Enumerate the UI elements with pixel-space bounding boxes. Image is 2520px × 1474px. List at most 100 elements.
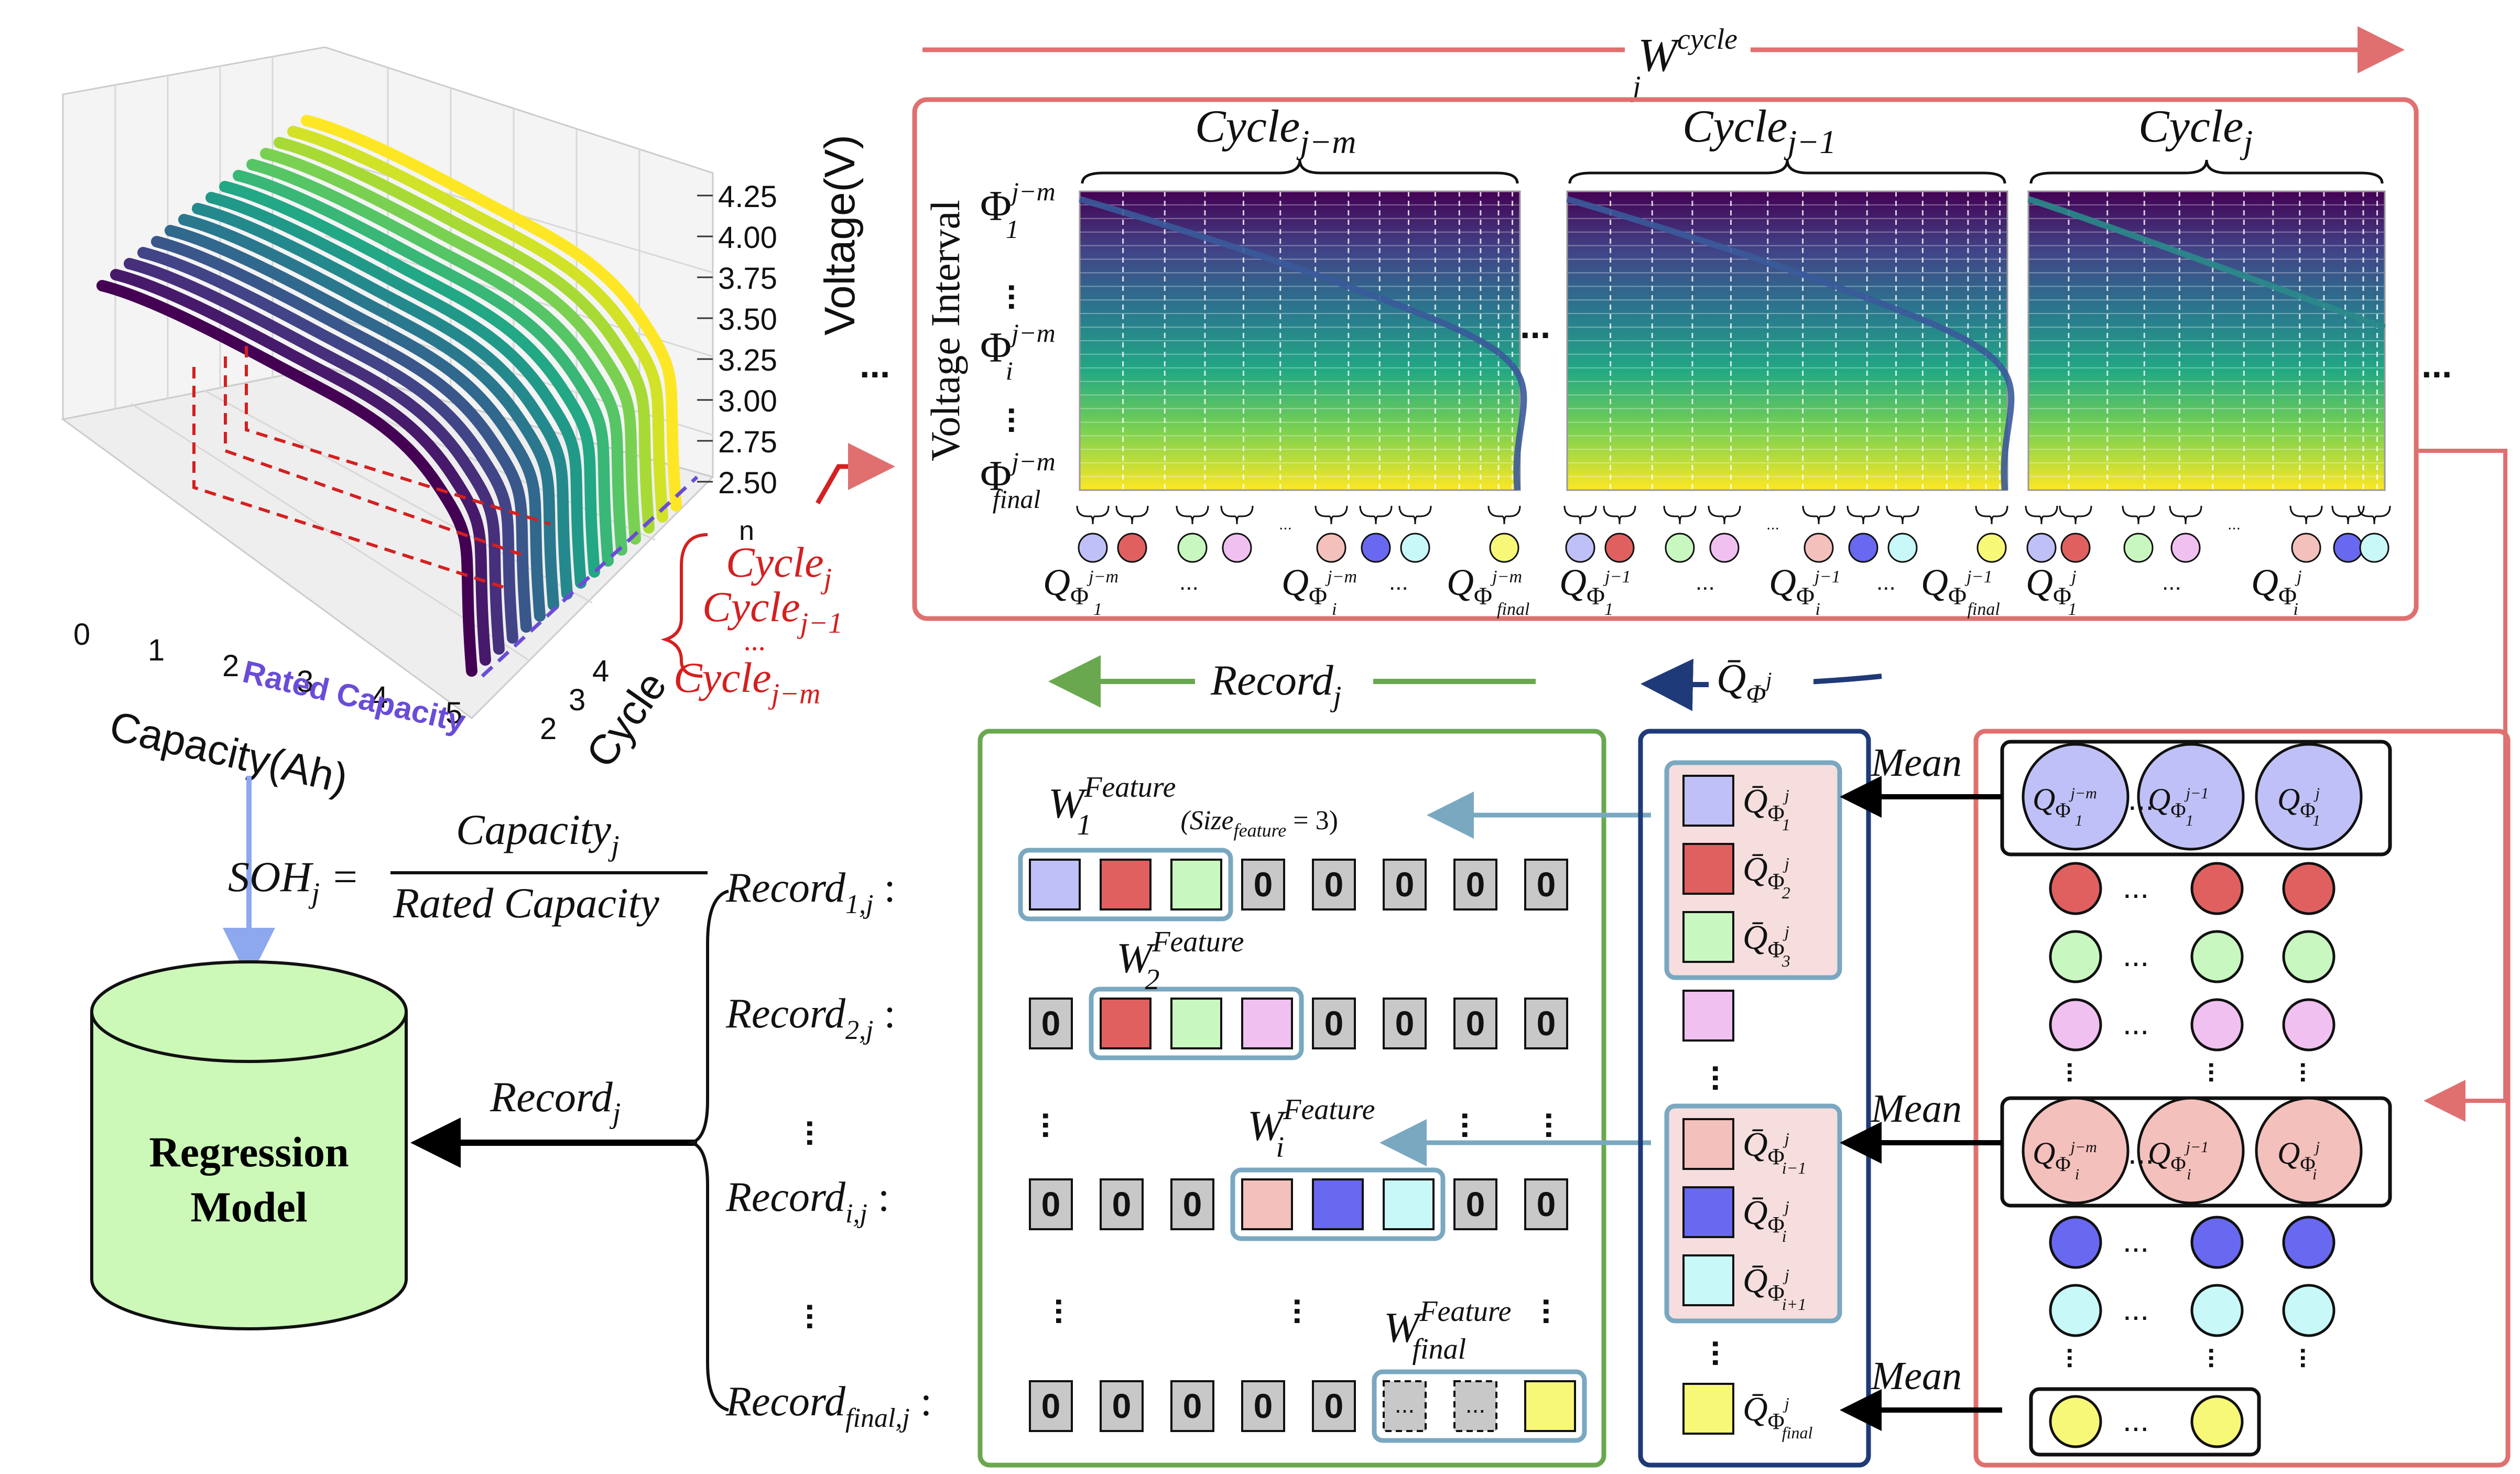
bin-circle — [1400, 533, 1430, 563]
phi-label: Φj−m 1 — [980, 177, 1056, 244]
record-left-label: Recordj — [490, 1073, 621, 1130]
cycle-panels: Cyclej−m...Cyclej−1...Cyclej... — [1076, 101, 2391, 563]
zero-cell-label: 0 — [1537, 1004, 1556, 1043]
discharge-curve — [246, 159, 627, 556]
text-part: i — [2075, 1166, 2079, 1183]
zero-cell — [1312, 1380, 1356, 1432]
mean-top-dots: ... — [2128, 782, 2154, 817]
text-part: Q — [1043, 561, 1070, 603]
text-part: j — [1783, 854, 1789, 873]
mean-circle-top-label: QΦj−m 1 — [2033, 782, 2097, 829]
text-part: Q — [1769, 561, 1796, 603]
text-part: j — [1783, 1265, 1789, 1284]
text-part: i — [2187, 1166, 2191, 1183]
discharge-curve — [260, 148, 641, 545]
panel-curve — [1566, 196, 2015, 491]
text-part: Q — [2148, 1136, 2170, 1170]
window-cycle-title: Wcycle j — [1630, 23, 1737, 103]
zero-cell — [1241, 1380, 1285, 1432]
zero-cell — [1453, 1178, 1497, 1230]
q-label: QΦj−1 i — [1769, 561, 1840, 619]
zero-cell — [1170, 1380, 1214, 1432]
discharge-curve — [151, 236, 532, 633]
record-vertical-dots: ... — [1049, 1297, 1087, 1325]
mean-row-dots: ... — [2123, 1223, 2149, 1259]
text-part: i — [1815, 600, 1820, 619]
cycle-n-label: n — [739, 516, 754, 546]
discharge-curve — [287, 126, 668, 523]
zero-cell-label: 0 — [1324, 1004, 1344, 1043]
text-part: Q̄ — [1743, 1125, 1768, 1164]
zero-cell — [1312, 998, 1356, 1049]
zero-cell — [1453, 859, 1497, 911]
discharge-curves — [96, 115, 682, 677]
model-label-line1: Regression — [149, 1128, 349, 1176]
text-part: Cycle — [1195, 101, 1300, 152]
plot-ellipsis: ... — [860, 344, 890, 385]
bin-brace — [1603, 505, 1636, 525]
record-labels: Record1,j :Record2,j :Recordi,j :Recordf… — [725, 865, 932, 1433]
text-part: j−1 — [1603, 567, 1630, 587]
qbar-items: Q̄Φj 1Q̄Φj 2Q̄Φj 3Q̄Φj i−1Q̄Φj iQ̄Φj i+1Q̄Φj fi… — [1664, 760, 1842, 1442]
q-dots: ... — [1876, 569, 1896, 595]
record-vertical-dots: ... — [1287, 1297, 1325, 1325]
text-part: j−1 — [1784, 123, 1836, 160]
text-part: : — [874, 865, 896, 911]
mean-circle-mid — [2137, 1097, 2245, 1205]
plot-to-window-arrow — [816, 443, 895, 505]
capacity-ticks: 0 1 2 3 4 5 — [73, 617, 462, 730]
discharge-curve — [96, 280, 477, 677]
zero-cell — [1312, 859, 1356, 911]
zero-cell-label: 0 — [1112, 1386, 1132, 1425]
panel-heatmap — [1080, 191, 1520, 490]
text-part: i — [1332, 600, 1337, 619]
bin-circle — [2170, 533, 2201, 563]
voltage-interval-label: Voltage Interval — [922, 200, 968, 461]
bin-brace — [1220, 505, 1254, 525]
zero-cell — [1029, 1380, 1073, 1432]
zero-cell-label: 0 — [1041, 1004, 1061, 1043]
dashed-cell-dots: ... — [1395, 1391, 1415, 1418]
qbar-label: Q̄Φj 3 — [1743, 918, 1790, 970]
phi-dots-1: ... — [1002, 283, 1039, 311]
mean-row-dots: ... — [2123, 870, 2149, 905]
mean-small-circle — [2282, 998, 2336, 1052]
zero-cell-label: 0 — [1466, 865, 1485, 904]
text-part: j−1 — [2184, 785, 2208, 802]
text-part: Q — [1447, 561, 1474, 603]
bin-circle — [1665, 533, 1695, 563]
voltage-tick-label: 3.25 — [718, 343, 777, 377]
mean-row-dots: ... — [2123, 1292, 2149, 1327]
zero-cell-label: 0 — [1041, 1185, 1061, 1223]
voltage-tick-label: 3.00 — [718, 384, 777, 418]
record-label: Record1,j : — [725, 865, 896, 919]
qbar-square — [1682, 1118, 1734, 1170]
zero-cell-label: 0 — [1183, 1185, 1202, 1223]
text-part: Φ — [1768, 1212, 1785, 1238]
voltage-tick-label: 4.00 — [718, 221, 777, 255]
text-part: j−m — [1325, 567, 1357, 587]
text-part: W — [1116, 934, 1156, 982]
text-part: 1 — [2068, 600, 2077, 619]
feature-cell — [1100, 859, 1152, 911]
bin-brace — [2025, 505, 2058, 525]
feature-cell — [1170, 998, 1222, 1049]
soh-numerator: Capacityj — [456, 806, 620, 862]
voltage-tick-label: 4.25 — [718, 180, 777, 214]
cycle-j-label: Cyclej — [726, 538, 832, 595]
text-part: Φ — [2300, 1152, 2315, 1176]
text-part: Q — [1921, 561, 1948, 603]
text-part: j — [1783, 1197, 1789, 1216]
text-part: j — [1783, 1129, 1789, 1148]
zero-cell-label: 0 — [1183, 1386, 1202, 1425]
mean-circle-top-label: QΦj−1 1 — [2148, 782, 2208, 829]
discharge-curve — [274, 137, 655, 534]
feature-cell — [1029, 859, 1081, 911]
soh-lhs: SOHj = — [228, 853, 360, 909]
qbar-arrow-bg — [1709, 647, 1813, 716]
text-part: Φ — [1309, 582, 1327, 610]
mean-vertical-dots: ... — [2295, 1347, 2325, 1369]
text-part: Φ — [2170, 1152, 2186, 1176]
text-part: j — [2313, 1139, 2320, 1156]
